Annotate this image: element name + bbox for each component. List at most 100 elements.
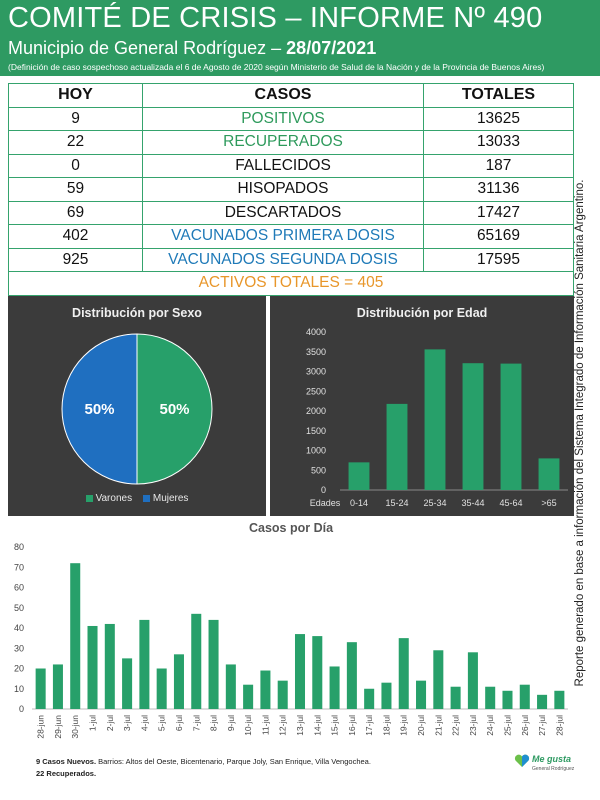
label-primera-dosis: VACUNADOS PRIMERA DOSIS xyxy=(142,224,424,249)
source-note: Reporte generado en base a información d… xyxy=(574,179,586,687)
bar-14-jul xyxy=(312,636,323,709)
age-bar-chart: 0 500 1000 1500 2000 2500 3000 3500 4000 Edades 0-… xyxy=(306,327,568,508)
bar-26-jul xyxy=(519,684,530,709)
table-row: 9 POSITIVOS 13625 xyxy=(8,106,574,131)
table-row: 402 VACUNADOS PRIMERA DOSIS 65169 xyxy=(8,224,574,249)
total-hisopados: 31136 xyxy=(423,177,574,202)
x-tick-label: 3-jul xyxy=(122,715,132,731)
y-tick-label: 70 xyxy=(14,562,24,572)
sex-distribution-panel: Distribución por Sexo 50% 50% Varones Muj… xyxy=(8,296,266,516)
header-banner: COMITÉ DE CRISIS – INFORME Nº 490 Munici… xyxy=(0,0,600,76)
total-segunda-dosis: 17595 xyxy=(423,247,574,272)
stats-header-row: HOY CASOS TOTALES xyxy=(8,83,574,108)
hoy-segunda-dosis: 925 xyxy=(8,247,143,272)
x-tick-label: 9-jul xyxy=(226,715,236,731)
x-tick-label: 11-jul xyxy=(260,715,270,735)
recovered-count: 22 Recuperados. xyxy=(36,769,97,778)
total-primera-dosis: 65169 xyxy=(423,224,574,249)
y-tick-label: 1000 xyxy=(306,446,326,456)
bar-35-44 xyxy=(462,363,484,490)
table-row: 925 VACUNADOS SEGUNDA DOSIS 17595 xyxy=(8,247,574,272)
sex-chart-title: Distribución por Sexo xyxy=(72,306,202,320)
x-axis-label: Edades xyxy=(310,498,341,508)
bar-16-jul xyxy=(346,642,357,709)
activos-totales: ACTIVOS TOTALES = 405 xyxy=(8,271,574,296)
bar-23-jul xyxy=(467,652,478,709)
x-tick-label: 10-jul xyxy=(243,715,253,736)
x-tick-label: 16-jul xyxy=(347,715,357,736)
bar-25-34 xyxy=(424,349,446,490)
new-cases-barrios: Barrios: Altos del Oeste, Bicentenario, … xyxy=(96,757,371,766)
new-cases-count: 9 Casos Nuevos. xyxy=(36,757,97,766)
y-tick-label: 40 xyxy=(14,623,24,633)
bar-8-jul xyxy=(208,619,219,709)
x-tick-label: 27-jul xyxy=(537,715,547,736)
legend-label-mujeres: Mujeres xyxy=(152,493,189,504)
x-tick-label: 14-jul xyxy=(312,715,322,736)
bar-11-jul xyxy=(260,670,271,709)
bar-20-jul xyxy=(416,680,427,709)
label-recuperados: RECUPERADOS xyxy=(142,130,424,155)
age-chart-title: Distribución por Edad xyxy=(356,306,488,320)
x-tick-label: 6-jul xyxy=(174,715,184,731)
definition-note: (Definición de caso sospechoso actualiza… xyxy=(8,62,545,72)
x-tick-label: 20-jul xyxy=(416,715,426,736)
table-row: 0 FALLECIDOS 187 xyxy=(8,153,574,178)
x-tick-label: 4-jul xyxy=(139,715,149,731)
x-tick-label: 19-jul xyxy=(399,715,409,736)
bar-7-jul xyxy=(191,613,202,709)
bar-28-jul xyxy=(554,690,565,709)
bar-10-jul xyxy=(243,684,254,709)
legend-item-varones: Varones xyxy=(85,493,132,504)
y-tick-label: 30 xyxy=(14,643,24,653)
hoy-descartados: 69 xyxy=(8,200,143,225)
sex-legend: Varones Mujeres xyxy=(8,493,266,504)
bar-13-jul xyxy=(294,634,306,709)
x-tick-label: 26-jul xyxy=(520,715,530,736)
x-tick-label: >65 xyxy=(541,498,556,508)
x-tick-label: 8-jul xyxy=(209,715,219,731)
legend-swatch-varones xyxy=(85,494,93,502)
table-row: 22 RECUPERADOS 13033 xyxy=(8,130,574,155)
hoy-recuperados: 22 xyxy=(8,130,143,155)
y-tick-label: 10 xyxy=(14,684,24,694)
pie-slice-mujeres xyxy=(61,333,138,485)
table-row: 59 HISOPADOS 31136 xyxy=(8,177,574,202)
y-tick-label: 1500 xyxy=(306,426,326,436)
y-tick-label: 80 xyxy=(14,542,24,552)
y-tick-label: 3500 xyxy=(306,347,326,357)
recovered-note: 22 Recuperados. xyxy=(36,769,96,778)
total-fallecidos: 187 xyxy=(423,153,574,178)
x-tick-label: 5-jul xyxy=(157,715,167,731)
bar-22-jul xyxy=(450,686,461,709)
bar-4-jul xyxy=(139,619,150,709)
y-tick-label: 0 xyxy=(19,704,24,714)
total-descartados: 17427 xyxy=(423,200,574,225)
x-tick-label: 23-jul xyxy=(468,715,478,736)
bar-21-jul xyxy=(433,650,444,709)
bar-27-jul xyxy=(537,694,548,709)
hoy-hisopados: 59 xyxy=(8,177,143,202)
hoy-positivos: 9 xyxy=(8,106,143,131)
header-casos: CASOS xyxy=(142,83,424,108)
bar-15-jul xyxy=(329,666,340,709)
bar-19-jul xyxy=(398,638,409,709)
y-tick-label: 20 xyxy=(14,664,24,674)
activos-row: ACTIVOS TOTALES = 405 xyxy=(8,271,574,296)
x-tick-label: 45-64 xyxy=(499,498,522,508)
bar-28-jun xyxy=(35,668,46,709)
stats-table: HOY CASOS TOTALES 9 POSITIVOS 13625 22 R… xyxy=(8,83,574,296)
x-tick-label: 13-jul xyxy=(295,715,305,736)
bar-6-jul xyxy=(173,654,184,709)
bar-0-14 xyxy=(348,462,370,490)
hoy-fallecidos: 0 xyxy=(8,153,143,178)
sex-pie-chart: 50% 50% xyxy=(61,333,213,485)
bar-45-64 xyxy=(500,363,522,490)
municipality-name: Municipio de General Rodríguez – xyxy=(8,38,282,58)
bar-15-24 xyxy=(386,403,408,490)
x-tick-label: 35-44 xyxy=(461,498,484,508)
bar-17-jul xyxy=(364,688,375,709)
daily-cases-panel: Casos por Día 0 10 20 30 40 50 60 70 80 28-jun 29-… xyxy=(8,516,574,752)
report-subtitle: Municipio de General Rodríguez – 28/07/2… xyxy=(8,38,376,59)
report-title: COMITÉ DE CRISIS – INFORME Nº 490 xyxy=(8,2,543,34)
